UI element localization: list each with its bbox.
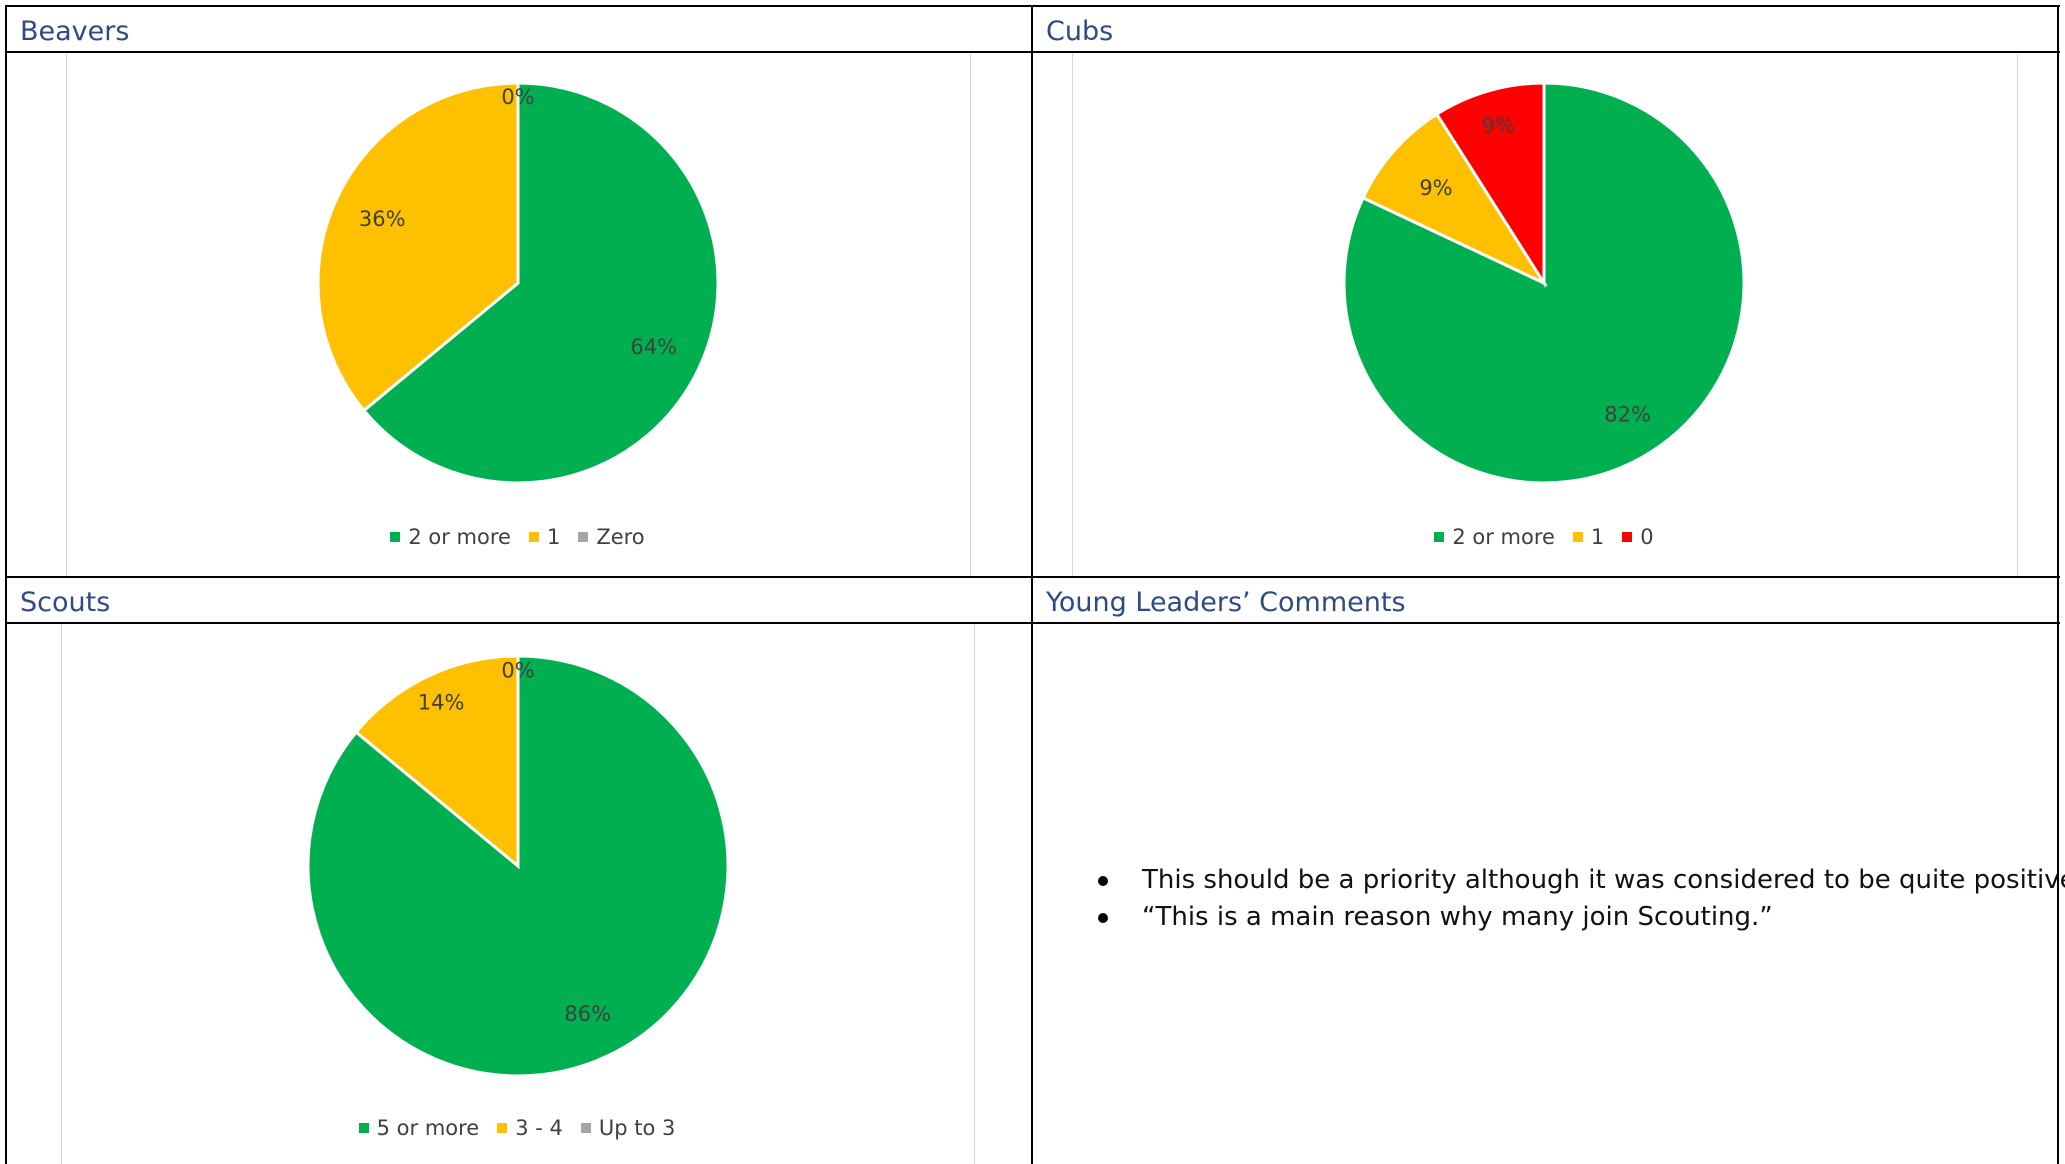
comment-text: This should be a priority although it wa… [1142, 865, 2065, 895]
comments-title: Young Leaders’ Comments [1046, 587, 1406, 618]
legend-label: 1 [1590, 525, 1605, 549]
beavers-slice-1 [316, 81, 520, 413]
legend-swatch-icon [528, 532, 539, 542]
cubs-title: Cubs [1046, 16, 1114, 47]
scouts-chart-frame [61, 624, 975, 1164]
beavers-legend-item: 2 or more [390, 525, 511, 549]
scouts-title: Scouts [20, 587, 111, 618]
legend-swatch-icon [1622, 532, 1633, 542]
legend-label: Up to 3 [598, 1116, 676, 1140]
legend-label: 2 or more [1452, 525, 1555, 549]
comment-text: “This is a main reason why many join Sco… [1142, 902, 1773, 932]
scouts-legend: 5 or more 3 - 4 Up to 3 [61, 1113, 973, 1143]
comment-item: “This is a main reason why many join Sco… [1090, 899, 2050, 936]
scouts-data-label-2: 0% [501, 659, 534, 683]
legend-swatch-icon [358, 1123, 369, 1133]
cubs-legend-item: 0 [1622, 525, 1654, 549]
legend-label: 0 [1640, 525, 1654, 549]
legend-label: 1 [546, 525, 561, 549]
bullet-icon [1098, 876, 1108, 886]
scouts-data-label-1: 14% [418, 691, 465, 715]
cubs-slice-2 [1434, 81, 1546, 289]
scouts-legend-item: 3 - 4 [497, 1116, 563, 1140]
cubs-legend-item: 2 or more [1434, 525, 1555, 549]
grid-line-left [5, 5, 7, 1164]
scouts-data-label-0: 86% [564, 1002, 611, 1026]
legend-swatch-icon [1434, 532, 1445, 542]
cubs-data-label-2: 9% [1482, 114, 1515, 138]
bullet-icon [1098, 913, 1108, 923]
beavers-slice-0 [361, 81, 720, 485]
cubs-legend: 2 or more 1 0 [1072, 522, 2016, 552]
scouts-slice-0 [306, 654, 730, 1078]
legend-label: 3 - 4 [515, 1116, 563, 1140]
beavers-legend-item: 1 [528, 525, 561, 549]
beavers-title: Beavers [20, 16, 130, 47]
legend-label: 5 or more [376, 1116, 480, 1140]
beavers-data-label-0: 64% [630, 335, 677, 359]
beavers-legend-item: Zero [578, 525, 645, 549]
comments-list: This should be a priority although it wa… [1090, 862, 2065, 936]
grid-line-middle [1031, 5, 1033, 1164]
comment-item: This should be a priority although it wa… [1090, 862, 2065, 899]
cubs-slice-1 [1361, 112, 1549, 287]
scouts-legend-item: Up to 3 [580, 1116, 676, 1140]
cubs-data-label-1: 9% [1419, 176, 1452, 200]
legend-swatch-icon [580, 1123, 591, 1133]
cubs-legend-item: 1 [1572, 525, 1605, 549]
legend-swatch-icon [578, 532, 589, 542]
beavers-legend: 2 or more 1 Zero [66, 522, 969, 552]
scouts-slice-1 [354, 654, 520, 870]
cubs-chart-frame [1072, 53, 2018, 576]
legend-label: 2 or more [408, 525, 511, 549]
cubs-data-label-0: 82% [1604, 403, 1651, 427]
legend-swatch-icon [497, 1123, 508, 1133]
legend-swatch-icon [1572, 532, 1583, 542]
beavers-chart-frame [66, 53, 971, 576]
scouts-legend-item: 5 or more [358, 1116, 480, 1140]
beavers-data-label-1: 36% [359, 207, 406, 231]
beavers-data-label-2: 0% [501, 85, 534, 109]
legend-swatch-icon [390, 532, 401, 542]
legend-label: Zero [596, 525, 645, 549]
grid-line-right [2057, 5, 2059, 1164]
